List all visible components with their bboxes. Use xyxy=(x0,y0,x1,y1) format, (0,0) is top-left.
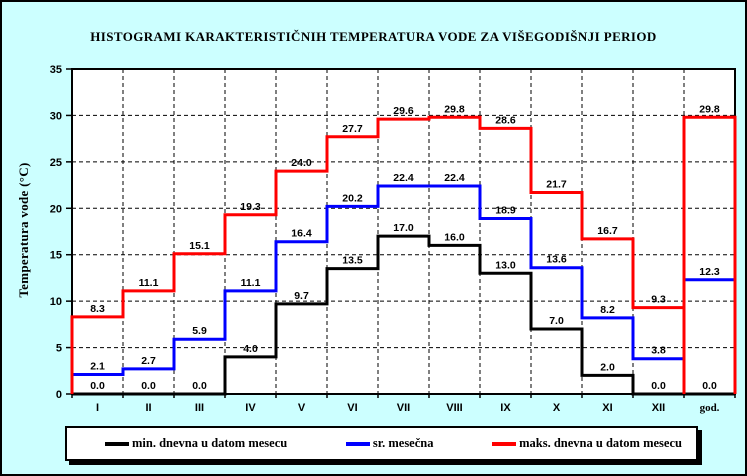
value-label-1-VII: 22.4 xyxy=(393,172,414,184)
legend-line-min-icon xyxy=(105,441,129,446)
legend-label-max: maks. dnevna u datom mesecu xyxy=(519,436,682,450)
x-category-label: VI xyxy=(347,402,357,414)
series-path-2 xyxy=(70,115,737,394)
value-label-2-III: 15.1 xyxy=(189,240,210,252)
value-label-1-god.: 12.3 xyxy=(699,266,720,278)
series-path-0 xyxy=(72,234,735,396)
x-category-label: II xyxy=(145,402,151,414)
legend-line-max-icon xyxy=(492,441,517,446)
legend-item-max: maks. dnevna u datom mesecu xyxy=(492,436,682,451)
value-label-0-II: 0.0 xyxy=(141,380,156,392)
y-tick-label: 20 xyxy=(50,203,62,215)
legend-item-mean: sr. mesečna xyxy=(345,436,434,451)
value-label-1-VI: 20.2 xyxy=(342,192,363,204)
legend-line-mean-icon xyxy=(345,441,370,446)
legend-label-mean: sr. mesečna xyxy=(372,436,434,450)
value-label-1-IV: 11.1 xyxy=(241,277,261,289)
value-label-1-V: 16.4 xyxy=(291,228,312,240)
x-category-label: VIII xyxy=(446,402,463,414)
value-label-0-VIII: 16.0 xyxy=(444,231,465,243)
value-label-2-VIII: 29.8 xyxy=(444,103,465,115)
value-label-2-V: 24.0 xyxy=(291,157,312,169)
y-tick-label: 5 xyxy=(56,343,62,355)
value-label-0-IX: 13.0 xyxy=(495,259,516,271)
value-label-2-XII: 9.3 xyxy=(651,294,666,306)
value-label-2-IV: 19.3 xyxy=(240,201,261,213)
value-label-0-III: 0.0 xyxy=(192,380,207,392)
chart-title: HISTOGRAMI KARAKTERISTIČNIH TEMPERATURA … xyxy=(90,29,657,44)
x-category-label: VII xyxy=(397,402,410,414)
value-label-0-XI: 2.0 xyxy=(600,361,615,373)
value-label-1-XII: 3.8 xyxy=(651,345,666,357)
x-category-label: I xyxy=(96,402,99,414)
value-label-0-XII: 0.0 xyxy=(651,380,666,392)
value-label-2-X: 21.7 xyxy=(546,179,567,191)
x-category-label: IX xyxy=(500,402,511,414)
value-label-2-XI: 16.7 xyxy=(597,225,618,237)
value-label-2-I: 8.3 xyxy=(90,303,105,315)
x-category-label: XII xyxy=(652,402,665,414)
y-tick-label: 35 xyxy=(50,64,62,76)
value-label-1-XI: 8.2 xyxy=(600,304,615,316)
value-label-1-VIII: 22.4 xyxy=(444,172,465,184)
y-tick-label: 25 xyxy=(50,157,62,169)
value-label-2-IX: 28.6 xyxy=(495,114,516,126)
value-label-0-IV: 4.0 xyxy=(243,343,258,355)
legend-box: min. dnevna u datom mesecu sr. mesečna m… xyxy=(65,426,698,461)
value-label-1-III: 5.9 xyxy=(192,325,207,337)
value-label-0-VII: 17.0 xyxy=(393,222,414,234)
x-category-label: V xyxy=(298,402,306,414)
y-tick-label: 0 xyxy=(56,389,62,401)
value-label-2-VII: 29.6 xyxy=(393,105,414,117)
legend-label-min: min. dnevna u datom mesecu xyxy=(132,436,288,450)
y-tick-label: 10 xyxy=(50,296,62,308)
y-tick-label: 15 xyxy=(50,250,62,262)
x-category-label: III xyxy=(195,402,204,414)
value-label-0-VI: 13.5 xyxy=(342,255,363,267)
value-label-1-X: 13.6 xyxy=(546,254,567,266)
value-label-1-II: 2.7 xyxy=(141,355,156,367)
x-category-label: god. xyxy=(700,402,720,414)
x-category-label: XI xyxy=(602,402,612,414)
value-label-1-IX: 18.9 xyxy=(495,205,516,217)
value-label-0-I: 0.0 xyxy=(90,380,105,392)
y-tick-label: 30 xyxy=(50,110,62,122)
value-label-2-god.: 29.8 xyxy=(699,103,720,115)
value-label-2-II: 11.1 xyxy=(139,277,159,289)
value-label-1-I: 2.1 xyxy=(90,361,105,373)
x-category-label: IV xyxy=(245,402,256,414)
value-label-0-X: 7.0 xyxy=(549,315,564,327)
legend-item-min: min. dnevna u datom mesecu xyxy=(105,436,287,451)
x-category-label: X xyxy=(553,402,561,414)
value-label-0-god.: 0.0 xyxy=(702,380,717,392)
value-label-0-V: 9.7 xyxy=(294,290,309,302)
value-label-2-VI: 27.7 xyxy=(342,123,363,135)
